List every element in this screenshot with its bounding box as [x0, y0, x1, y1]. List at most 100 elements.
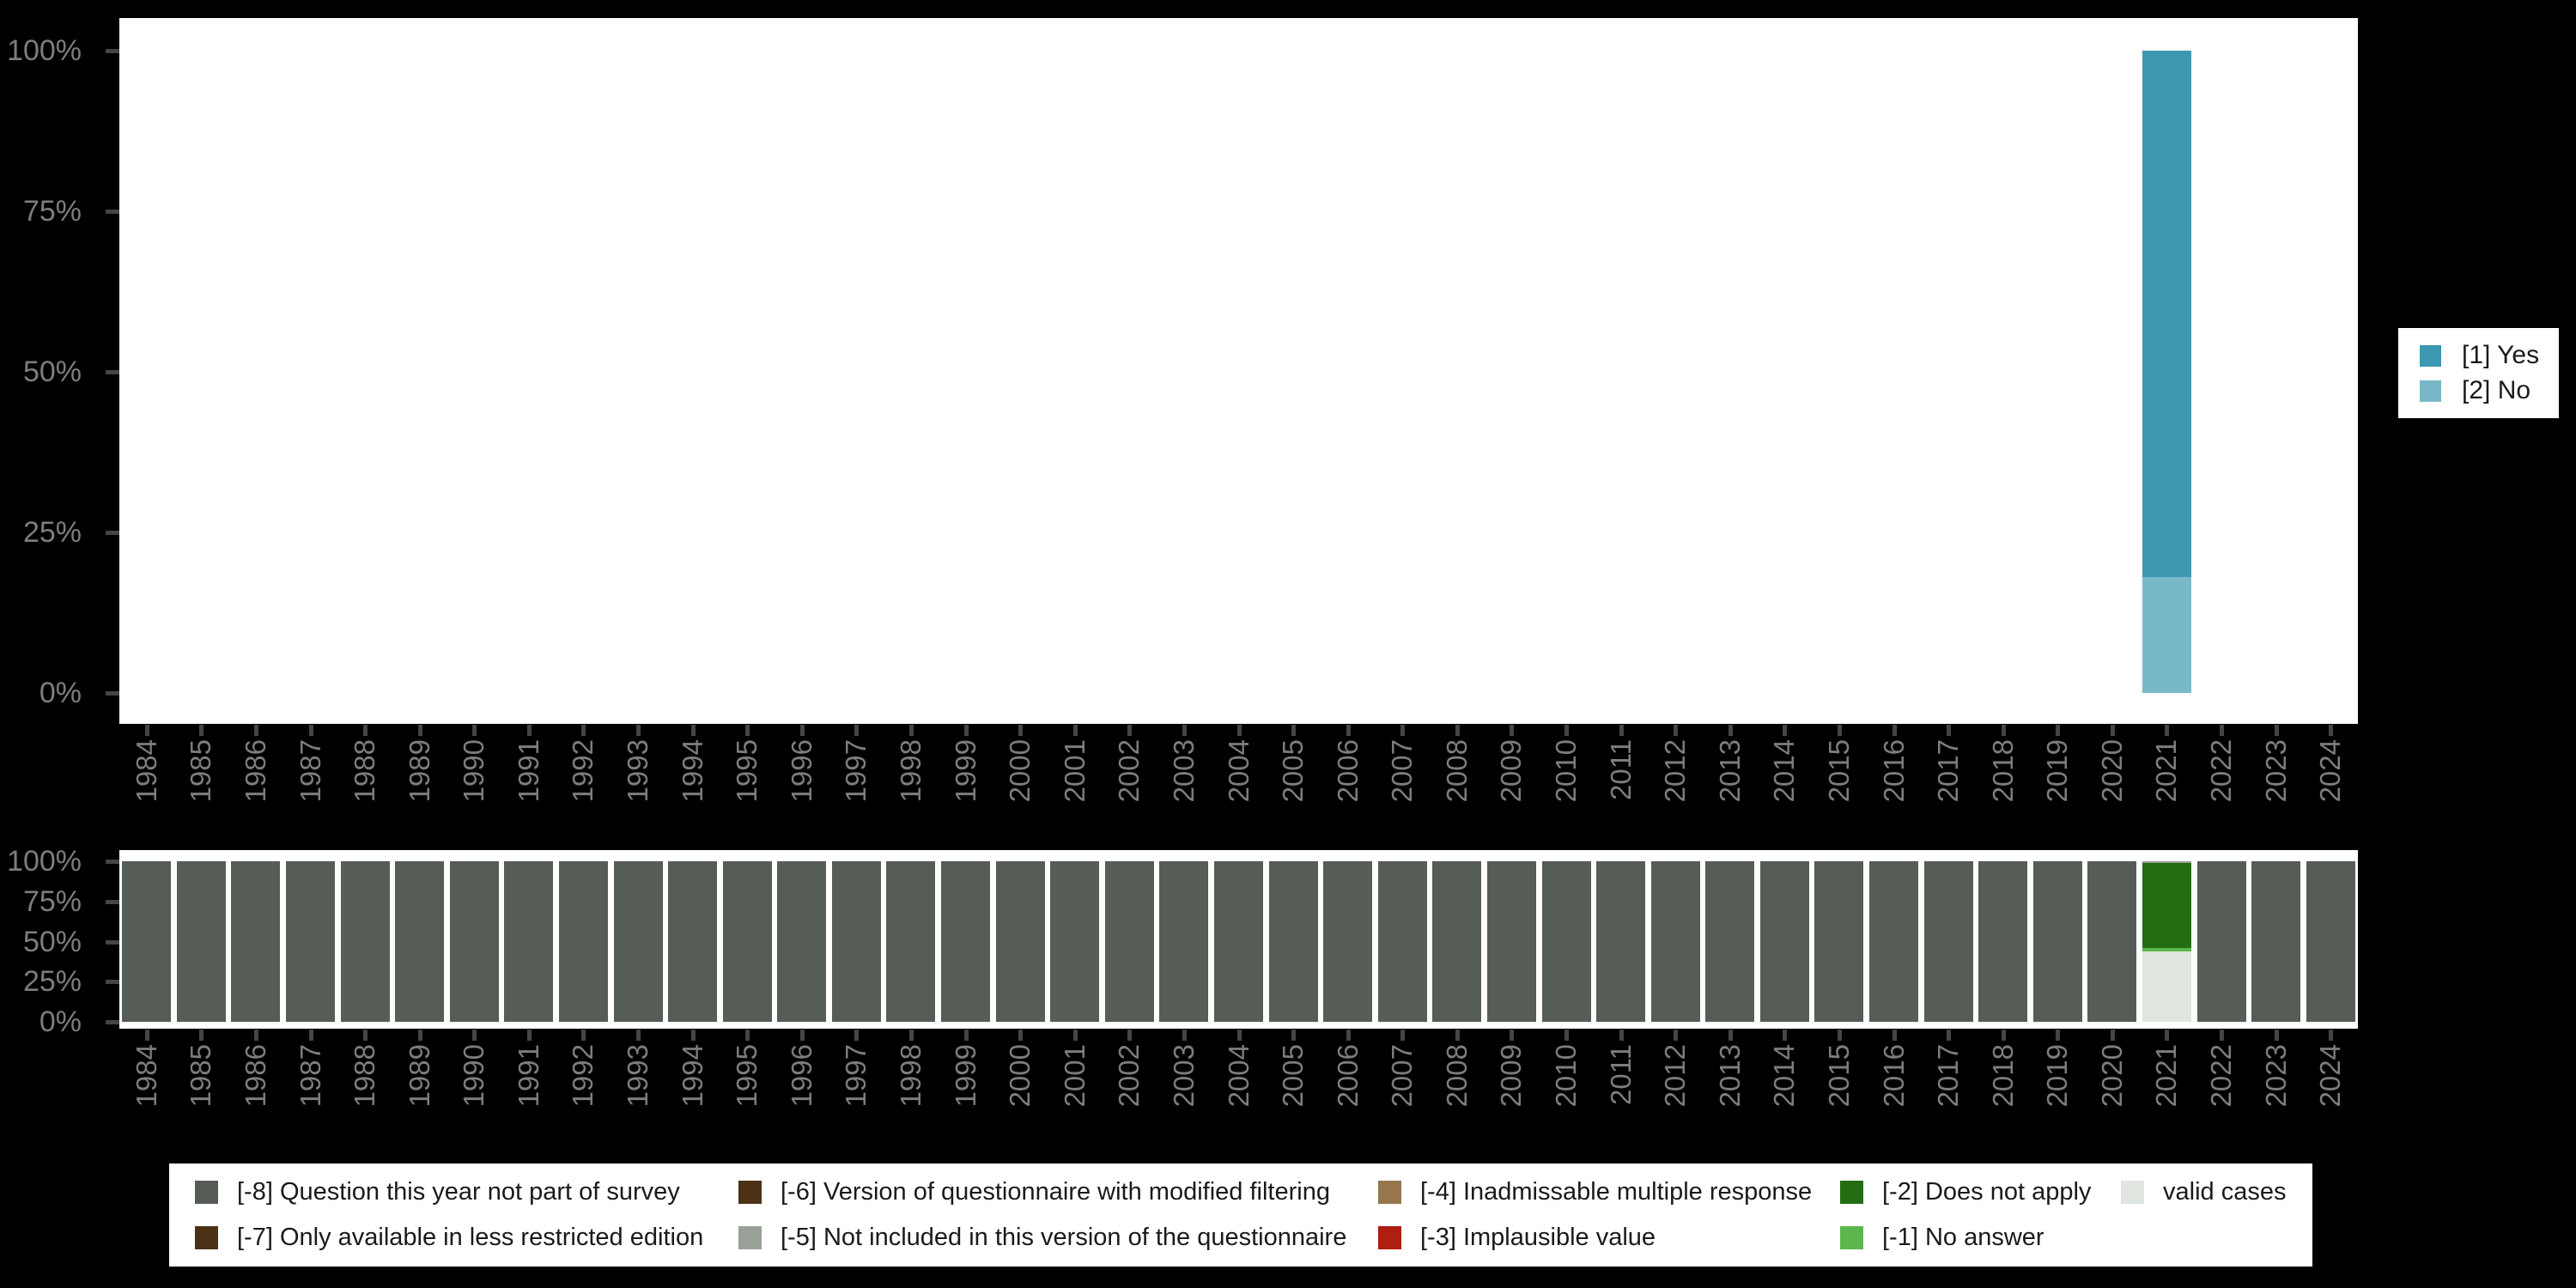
x-axis-label-year: 2023	[2259, 739, 2292, 803]
bar-segment[interactable]	[1377, 861, 1427, 1022]
legend-label: [-6] Version of questionnaire with modif…	[781, 1178, 1330, 1206]
x-axis-tick	[854, 1030, 860, 1041]
x-axis-tick	[2274, 725, 2279, 736]
bar-segment[interactable]	[2142, 861, 2191, 863]
bar-segment[interactable]	[1323, 861, 1373, 1022]
bar-segment[interactable]	[2087, 861, 2137, 1022]
y-axis-tick	[106, 370, 119, 374]
bar-segment[interactable]	[722, 861, 772, 1022]
x-axis-tick	[2056, 725, 2061, 736]
legend-swatch	[1378, 1225, 1401, 1249]
x-axis-label-year: 2019	[2041, 1044, 2074, 1108]
bar-segment[interactable]	[2032, 861, 2082, 1022]
y-axis-tick	[106, 531, 119, 535]
bar-segment[interactable]	[340, 861, 390, 1022]
x-axis-label-year: 2023	[2259, 1044, 2292, 1108]
x-axis-tick	[745, 1030, 750, 1041]
x-axis-label-year: 1989	[403, 739, 435, 803]
x-axis-tick	[1619, 725, 1624, 736]
bar-segment[interactable]	[668, 861, 718, 1022]
bar-segment[interactable]	[1650, 861, 1700, 1022]
x-axis-tick	[799, 1030, 805, 1041]
x-axis-label-year: 2024	[2314, 1044, 2347, 1108]
x-axis-label-year: 2012	[1659, 1044, 1692, 1108]
x-axis-label-year: 1986	[239, 1044, 271, 1108]
bar-segment[interactable]	[558, 861, 608, 1022]
bar-segment[interactable]	[1869, 861, 1919, 1022]
legend-swatch	[1378, 1180, 1401, 1204]
bar-segment[interactable]	[1432, 861, 1482, 1022]
bar-segment[interactable]	[1978, 861, 2028, 1022]
legend-swatch	[738, 1180, 762, 1204]
bar-segment[interactable]	[1159, 861, 1209, 1022]
x-axis-label-year: 2007	[1386, 739, 1419, 803]
bar-segment[interactable]	[1814, 861, 1864, 1022]
bar-segment[interactable]	[1104, 861, 1154, 1022]
bar-segment[interactable]	[2306, 861, 2355, 1022]
x-axis-tick	[1728, 1030, 1733, 1041]
legend-label: [-3] Implausible value	[1420, 1224, 1656, 1251]
x-axis-label-year: 1985	[185, 1044, 217, 1108]
legend-swatch	[738, 1225, 762, 1249]
x-axis-label-year: 1993	[622, 739, 654, 803]
bar-segment[interactable]	[1486, 861, 1536, 1022]
bar-segment[interactable]	[286, 861, 336, 1022]
bar-segment[interactable]	[1923, 861, 1973, 1022]
y-axis-label: 75%	[22, 195, 82, 228]
x-axis-label-year: 2010	[1550, 1044, 1582, 1108]
x-axis-tick	[581, 1030, 586, 1041]
bar-segment[interactable]	[2142, 951, 2191, 1022]
bar-segment[interactable]	[122, 861, 172, 1022]
bar-segment[interactable]	[2142, 947, 2191, 951]
bar-segment[interactable]	[613, 861, 663, 1022]
legend-item: [-6] Version of questionnaire with modif…	[738, 1177, 1330, 1206]
legend-item: [1] Yes	[2420, 340, 2539, 371]
bar-segment[interactable]	[2251, 861, 2301, 1022]
x-axis-tick	[1837, 725, 1842, 736]
bar-segment[interactable]	[395, 861, 445, 1022]
bar-segment[interactable]	[176, 861, 226, 1022]
bar-segment[interactable]	[2142, 862, 2191, 948]
bar-segment[interactable]	[504, 861, 554, 1022]
x-axis-label-year: 2020	[2095, 739, 2128, 803]
bar-segment[interactable]	[2142, 51, 2191, 578]
x-axis-tick	[308, 725, 313, 736]
bar-segment[interactable]	[231, 861, 281, 1022]
bar-segment[interactable]	[1541, 861, 1591, 1022]
x-axis-tick	[1291, 1030, 1297, 1041]
x-axis-label-year: 2017	[1932, 739, 1965, 803]
x-axis-label-year: 2002	[1113, 1044, 1145, 1108]
bar-segment[interactable]	[2142, 577, 2191, 693]
x-axis-label-year: 1997	[840, 739, 872, 803]
x-axis-label-year: 2024	[2314, 739, 2347, 803]
bar-segment[interactable]	[1214, 861, 1263, 1022]
x-axis-tick	[2329, 725, 2334, 736]
x-axis-tick	[199, 1030, 204, 1041]
y-axis-label: 100%	[7, 845, 82, 878]
x-axis-tick	[526, 1030, 532, 1041]
legend-label: [-2] Does not apply	[1882, 1178, 2092, 1206]
bar-segment[interactable]	[1268, 861, 1318, 1022]
bar-segment[interactable]	[1050, 861, 1100, 1022]
x-axis-label-year: 2003	[1167, 739, 1200, 803]
bar-segment[interactable]	[777, 861, 827, 1022]
x-axis-label-year: 2021	[2150, 739, 2183, 803]
bar-segment[interactable]	[886, 861, 936, 1022]
bar-segment[interactable]	[1705, 861, 1755, 1022]
x-axis-label-year: 1993	[622, 1044, 654, 1108]
x-axis-label-year: 2015	[1822, 1044, 1855, 1108]
bar-segment[interactable]	[449, 861, 499, 1022]
bar-segment[interactable]	[831, 861, 881, 1022]
x-axis-tick	[199, 725, 204, 736]
bar-segment[interactable]	[2196, 861, 2246, 1022]
bar-segment[interactable]	[941, 861, 991, 1022]
bar-segment[interactable]	[995, 861, 1045, 1022]
y-axis-tick	[106, 939, 119, 945]
bar-segment[interactable]	[1596, 861, 1646, 1022]
trend-chart-panel	[119, 18, 2358, 724]
x-axis-label-year: 2018	[1986, 1044, 2019, 1108]
x-axis-tick	[1728, 725, 1733, 736]
x-axis-tick	[690, 1030, 696, 1041]
bar-segment[interactable]	[1759, 861, 1809, 1022]
x-axis-label-year: 2002	[1113, 739, 1145, 803]
